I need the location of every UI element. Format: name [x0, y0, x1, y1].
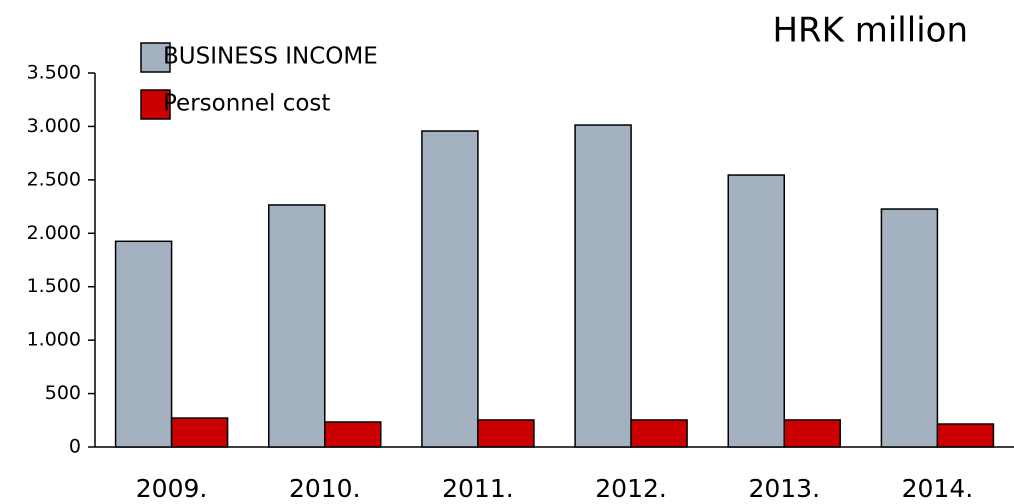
bar: [114, 240, 173, 448]
y-tick-label: 3.500: [27, 62, 81, 84]
y-tick-label: 500: [45, 382, 81, 404]
x-tick-label: 2009.: [136, 474, 208, 503]
x-tick-label: 2012.: [595, 474, 667, 503]
legend-label: Personnel cost: [163, 91, 330, 117]
x-tick-label: 2013.: [748, 474, 820, 503]
bar: [880, 208, 939, 448]
bar: [324, 421, 382, 448]
y-tick-label: 2.000: [27, 222, 81, 244]
y-tick-label: 3.000: [27, 115, 81, 137]
bar: [421, 130, 479, 448]
legend-swatch: [140, 42, 171, 73]
chart-title: HRK million: [772, 11, 968, 51]
y-tick-label: 0: [69, 436, 81, 458]
legend-label: BUSINESS INCOME: [163, 44, 378, 70]
bar: [727, 174, 785, 448]
x-tick-label: 2014.: [902, 474, 974, 503]
y-tick-label: 1.500: [27, 275, 81, 297]
bar: [477, 419, 535, 448]
y-tick-label: 2.500: [27, 168, 81, 190]
y-tick-label: 1.000: [27, 329, 81, 351]
x-tick-label: 2010.: [289, 474, 361, 503]
bar: [783, 419, 841, 448]
bar: [630, 419, 688, 448]
x-tick-label: 2011.: [442, 474, 514, 503]
bar: [268, 204, 326, 448]
bar: [170, 417, 229, 448]
legend-swatch: [140, 89, 171, 120]
bar: [936, 423, 995, 448]
bar: [574, 124, 632, 448]
